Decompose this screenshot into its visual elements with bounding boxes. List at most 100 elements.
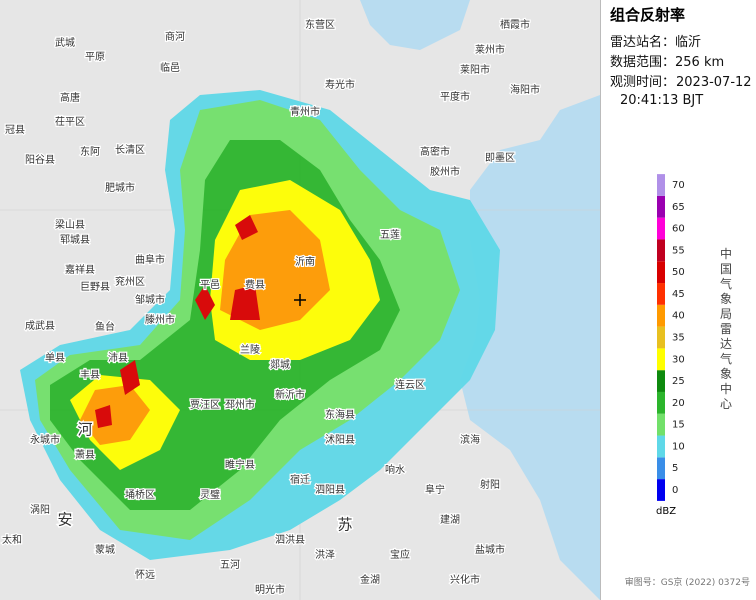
place-label: 新沂市 [275, 388, 305, 401]
level-label: 45 [672, 289, 685, 300]
place-label: 邹城市 [135, 293, 165, 306]
source: 中国气象局雷达气象中心 [720, 246, 732, 411]
place-label: 洪泽 [315, 549, 335, 561]
place-label: 滕州市 [145, 313, 175, 326]
place-label: 临邑 [160, 61, 180, 74]
place-label: 曲阜市 [135, 253, 165, 266]
level-label: 10 [672, 441, 685, 452]
color-swatch [657, 348, 665, 371]
place-label: 射阳 [480, 479, 500, 491]
place-label: 郯城 [270, 358, 290, 371]
level-label: 70 [672, 180, 685, 191]
place-label: 栖霞市 [500, 18, 530, 31]
place-label: 建湖 [440, 513, 460, 526]
place-label: 阜宁 [425, 483, 445, 496]
place-label: 响水 [385, 463, 405, 476]
level-label: 20 [672, 398, 685, 409]
color-swatch [657, 435, 665, 458]
place-label: 蒙城 [95, 543, 115, 556]
province-label: 苏 [337, 516, 352, 534]
place-label: 莱州市 [475, 43, 505, 56]
place-label: 兖州区 [115, 275, 145, 288]
province-label: 安 [57, 511, 72, 529]
color-swatch [657, 413, 665, 436]
place-label: 冠县 [5, 124, 25, 136]
place-label: 沂南 [295, 255, 315, 268]
color-swatch [657, 304, 665, 327]
place-label: 兰陵 [240, 343, 260, 356]
place-label: 明光市 [255, 583, 285, 596]
color-swatch [657, 283, 665, 305]
radar-site [294, 294, 306, 306]
place-label: 东阿 [80, 145, 100, 158]
place-label: 埇桥区 [125, 489, 155, 501]
place-label: 连云区 [395, 378, 425, 391]
place-label: 高密市 [420, 145, 450, 158]
place-label: 贾汪区 [190, 399, 220, 411]
province-label: 河 [77, 421, 92, 439]
color-swatch [657, 391, 665, 414]
radar-echo [20, 90, 500, 560]
place-label: 平度市 [440, 90, 470, 103]
level-label: 50 [672, 267, 685, 278]
place-label: 武城 [55, 36, 75, 49]
place-label: 巨野县 [80, 281, 110, 293]
place-label: 肥城市 [105, 181, 135, 194]
place-label: 鱼台 [95, 320, 115, 333]
date: 2023-07-12 [676, 75, 752, 90]
level-label: 40 [672, 311, 685, 322]
place-label: 泗洪县 [275, 534, 305, 546]
level-label: 0 [672, 485, 678, 496]
level-label: 5 [672, 463, 678, 474]
place-label: 东海县 [325, 408, 355, 421]
place-label: 永城市 [30, 433, 60, 446]
place-label: 睢宁县 [225, 458, 255, 471]
approval: 审图号：GS京 (2022) 0372号 [625, 576, 750, 588]
info-panel: 组合反射率 雷达站名：临沂 数据范围：256 km 观测时间： 2023-07-… [600, 0, 752, 600]
place-label: 胶州市 [430, 165, 460, 178]
place-label: 长清区 [115, 143, 145, 156]
place-label: 丰县 [80, 368, 100, 381]
place-label: 怀远 [135, 569, 155, 581]
place-label: 金湖 [360, 573, 380, 586]
color-swatch [657, 195, 665, 218]
color-swatch [657, 217, 665, 240]
place-label: 梁山县 [55, 218, 85, 231]
place-label: 即墨区 [485, 152, 515, 164]
level-label: 35 [672, 333, 685, 344]
place-label: 涡阳 [30, 504, 50, 516]
level-label: 65 [672, 202, 685, 213]
place-label: 商河 [165, 30, 185, 43]
legend-unit: dBZ [656, 506, 676, 517]
place-label: 成武县 [25, 319, 55, 332]
color-swatch [657, 326, 665, 349]
place-label: 郓城县 [60, 234, 90, 246]
level-label: 25 [672, 376, 685, 387]
place-label: 东营区 [305, 18, 335, 31]
place-label: 海阳市 [510, 83, 540, 96]
place-label: 单县 [45, 352, 65, 364]
place-label: 滨海 [460, 433, 480, 446]
place-label: 泗阳县 [315, 484, 345, 496]
place-label: 茌平区 [55, 116, 85, 128]
echo-50 [95, 215, 260, 428]
time-label: 观测时间： [610, 75, 675, 90]
place-label: 宿迁 [290, 473, 310, 486]
level-label: 15 [672, 420, 685, 431]
place-label: 费县 [245, 278, 265, 291]
range: 数据范围：256 km [610, 55, 724, 70]
place-label: 萧县 [75, 449, 95, 461]
place-label: 灵璧 [200, 488, 220, 501]
time: 20:41:13 BJT [620, 93, 703, 108]
place-label: 沭阳县 [325, 434, 355, 446]
place-label: 五河 [220, 559, 240, 571]
color-swatch [657, 239, 665, 262]
echo-40 [80, 210, 330, 445]
title: 组合反射率 [610, 6, 685, 24]
place-label: 沛县 [108, 351, 128, 364]
place-label: 宝应 [390, 548, 410, 561]
place-label: 盐城市 [475, 543, 505, 556]
